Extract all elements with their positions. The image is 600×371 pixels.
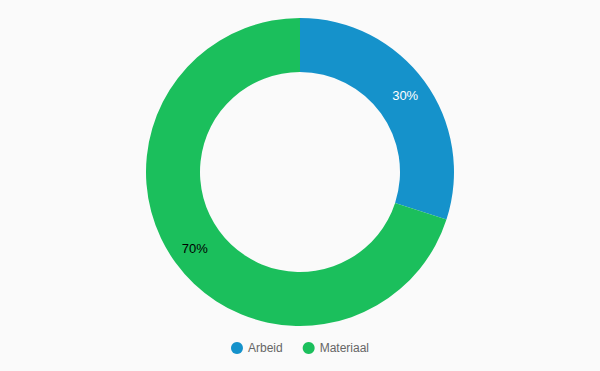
svg-text:70%: 70%: [182, 241, 208, 256]
svg-text:Arbeid: Arbeid: [248, 341, 283, 355]
svg-text:Materiaal: Materiaal: [320, 341, 369, 355]
svg-text:30%: 30%: [392, 88, 418, 103]
